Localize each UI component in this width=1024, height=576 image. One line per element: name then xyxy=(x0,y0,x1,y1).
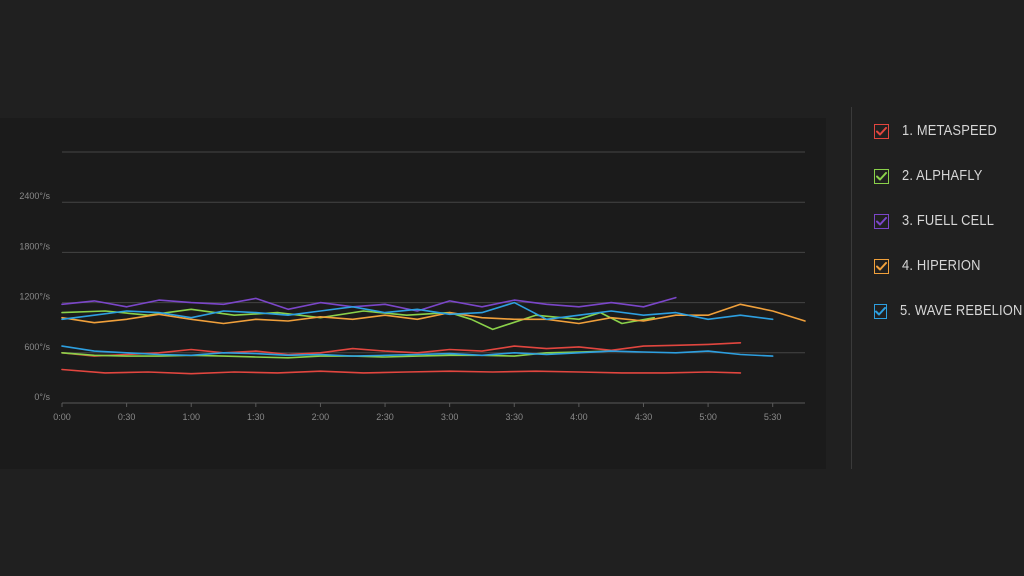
legend: 1. METASPEED 2. ALPHAFLY 3. FUELL CELL 4. H… xyxy=(874,120,1024,345)
x-tick-label: 3:00 xyxy=(441,412,459,422)
x-tick-label: 5:30 xyxy=(764,412,782,422)
legend-label: 5. WAVE REBELION xyxy=(900,302,1023,319)
y-tick-label: 0°/s xyxy=(34,392,50,402)
legend-checkbox[interactable] xyxy=(874,304,887,319)
check-icon xyxy=(876,217,887,226)
line-chart: 0°/s 600°/s 1200°/s 1800°/s 2400°/s 0:00 0:30 1… xyxy=(19,151,806,422)
check-icon xyxy=(876,172,887,181)
y-tick-label: 1200°/s xyxy=(19,292,50,302)
panel-divider xyxy=(851,107,852,469)
legend-item[interactable]: 3. FUELL CELL xyxy=(874,210,1024,255)
legend-checkbox[interactable] xyxy=(874,214,889,229)
x-tick-label: 0:30 xyxy=(118,412,136,422)
legend-label: 2. ALPHAFLY xyxy=(902,167,983,184)
legend-checkbox[interactable] xyxy=(874,124,889,139)
x-tick-label: 4:30 xyxy=(635,412,653,422)
legend-item[interactable]: 5. WAVE REBELION xyxy=(874,300,1024,345)
legend-checkbox[interactable] xyxy=(874,169,889,184)
x-tick-label: 5:00 xyxy=(699,412,717,422)
legend-label: 4. HIPERION xyxy=(902,257,981,274)
x-tick-label: 3:30 xyxy=(505,412,523,422)
series-line-6 xyxy=(61,303,806,325)
series-line-7 xyxy=(61,345,774,357)
y-tick-label: 2400°/s xyxy=(19,191,50,201)
chart-panel: 0°/s 600°/s 1200°/s 1800°/s 2400°/s 0:00 0:30 1… xyxy=(0,118,826,469)
legend-item[interactable]: 2. ALPHAFLY xyxy=(874,165,1024,210)
check-icon xyxy=(876,127,887,136)
legend-label: 3. FUELL CELL xyxy=(902,212,995,229)
series-line-2 xyxy=(61,342,742,357)
x-tick-label: 2:30 xyxy=(376,412,394,422)
series-line-4 xyxy=(61,308,656,331)
check-icon xyxy=(875,307,886,316)
x-tick-label: 1:00 xyxy=(182,412,200,422)
legend-checkbox[interactable] xyxy=(874,259,889,274)
series-line-5 xyxy=(61,296,677,312)
check-icon xyxy=(876,262,887,271)
legend-item[interactable]: 1. METASPEED xyxy=(874,120,1024,165)
y-tick-label: 1800°/s xyxy=(19,241,50,251)
series-line-8 xyxy=(61,301,774,321)
x-tick-label: 0:00 xyxy=(53,412,71,422)
x-tick-label: 4:00 xyxy=(570,412,588,422)
series-line-1 xyxy=(61,368,742,375)
x-tick-label: 2:00 xyxy=(312,412,330,422)
y-tick-label: 600°/s xyxy=(24,342,50,352)
x-tick-label: 1:30 xyxy=(247,412,265,422)
legend-item[interactable]: 4. HIPERION xyxy=(874,255,1024,300)
legend-label: 1. METASPEED xyxy=(902,122,998,139)
